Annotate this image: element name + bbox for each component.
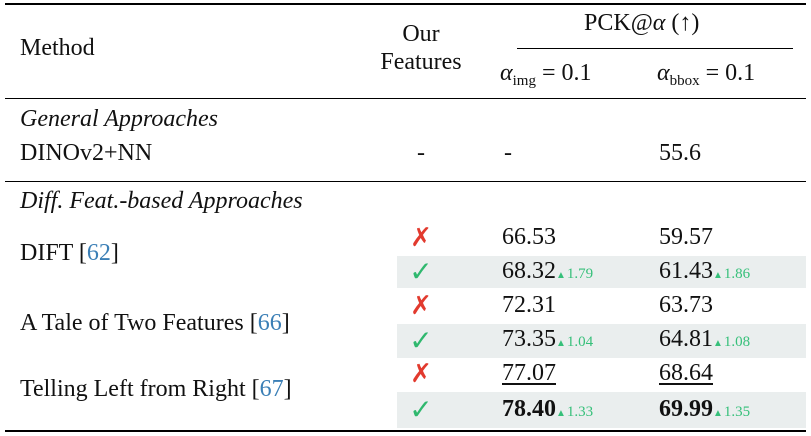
telling-method-text: Telling Left from Right [: [20, 376, 260, 402]
up-arrow-icon: ▲: [556, 270, 566, 281]
tale-with-row-bg: [397, 324, 806, 358]
alpha-bbox-sub: bbox: [669, 73, 700, 89]
tale-without-cross-icon: ✗: [410, 291, 432, 320]
our-features-line2: Features: [380, 49, 462, 75]
dinov2-img: -: [504, 140, 512, 166]
dift-with-check-icon: ✓: [409, 257, 433, 288]
section-general: General Approaches: [20, 106, 218, 132]
tale-with-bbox-delta: ▲1.08: [713, 334, 750, 350]
alpha-img-rest: = 0.1: [535, 60, 592, 86]
up-arrow-icon: ▲: [556, 408, 566, 419]
dift-without-bbox: 59.57: [659, 224, 713, 250]
alpha-img-symbol: α: [500, 60, 513, 86]
dift-close: ]: [110, 240, 119, 266]
header-rule: [5, 98, 806, 99]
dift-with-bbox-value: 61.43: [659, 258, 713, 284]
dift-img-delta-value: 1.79: [566, 266, 594, 282]
tale-with-img-delta: ▲1.04: [556, 334, 593, 350]
pck-header: PCK@α (↑): [584, 10, 699, 37]
top-rule: [5, 3, 806, 5]
up-arrow-icon: ▲: [556, 338, 566, 349]
dift-with-img: 68.32▲1.79: [502, 258, 593, 285]
dinov2-bbox: 55.6: [659, 140, 701, 166]
tale-with-img-value: 73.35: [502, 326, 556, 352]
dinov2-method: DINOv2+NN: [20, 140, 153, 166]
tale-with-check-icon: ✓: [409, 326, 433, 357]
method-header: Method: [20, 35, 95, 61]
tale-method: A Tale of Two Features [66]: [20, 310, 290, 337]
telling-with-bbox-delta: ▲1.35: [713, 404, 750, 420]
telling-with-bbox: 69.99▲1.35: [659, 396, 750, 423]
telling-close: ]: [283, 376, 292, 402]
alpha-img-sub: img: [512, 73, 536, 89]
telling-method: Telling Left from Right [67]: [20, 376, 292, 403]
tale-close: ]: [281, 310, 290, 336]
tale-with-img: 73.35▲1.04: [502, 326, 593, 353]
dift-cite[interactable]: 62: [86, 240, 111, 266]
dift-with-img-value: 68.32: [502, 258, 556, 284]
telling-with-img-value: 78.40: [502, 396, 556, 422]
tale-cite[interactable]: 66: [257, 310, 282, 336]
tale-without-img: 72.31: [502, 292, 556, 318]
dift-without-cross-icon: ✗: [410, 223, 432, 252]
pck-alpha: α: [652, 10, 666, 36]
telling-with-img: 78.40▲1.33: [502, 396, 593, 423]
our-features-line1: Our: [402, 21, 440, 47]
tale-without-bbox: 63.73: [659, 292, 713, 318]
telling-with-row-bg: [397, 392, 806, 428]
dift-method: DIFT [62]: [20, 240, 119, 267]
telling-without-cross-icon: ✗: [410, 359, 432, 388]
dift-with-bbox-delta: ▲1.86: [713, 266, 750, 282]
section-rule: [5, 181, 806, 182]
dift-with-img-delta: ▲1.79: [556, 266, 593, 282]
tale-bbox-delta-value: 1.08: [723, 334, 751, 350]
tale-with-bbox: 64.81▲1.08: [659, 326, 750, 353]
dift-bbox-delta-value: 1.86: [723, 266, 751, 282]
telling-without-bbox: 68.64: [659, 360, 713, 386]
alpha-bbox-rest: = 0.1: [699, 60, 756, 86]
telling-with-img-delta: ▲1.33: [556, 404, 593, 420]
our-features-header: Our Features: [380, 20, 461, 76]
dift-with-row-bg: [397, 256, 806, 288]
telling-img-delta-value: 1.33: [566, 404, 594, 420]
alpha-bbox-symbol: α: [657, 60, 670, 86]
tale-method-text: A Tale of Two Features [: [20, 310, 258, 336]
pck-label: PCK@: [584, 10, 653, 36]
tale-img-delta-value: 1.04: [566, 334, 594, 350]
dift-method-text: DIFT [: [20, 240, 87, 266]
dinov2-features: -: [417, 140, 425, 166]
section-diff: Diff. Feat.-based Approaches: [20, 188, 303, 214]
telling-with-bbox-value: 69.99: [659, 396, 713, 422]
dift-with-bbox: 61.43▲1.86: [659, 258, 750, 285]
telling-with-check-icon: ✓: [409, 395, 433, 426]
telling-bbox-delta-value: 1.35: [723, 404, 751, 420]
up-arrow-icon: ▲: [713, 408, 723, 419]
dift-without-img: 66.53: [502, 224, 556, 250]
tale-with-bbox-value: 64.81: [659, 326, 713, 352]
alpha-bbox-header: αbbox = 0.1: [657, 60, 755, 90]
pck-arrow: (↑): [671, 10, 700, 36]
telling-without-img: 77.07: [502, 360, 556, 386]
telling-cite[interactable]: 67: [259, 376, 284, 402]
alpha-img-header: αimg = 0.1: [500, 60, 592, 90]
up-arrow-icon: ▲: [713, 270, 723, 281]
pck-cmidrule: [517, 48, 793, 49]
bottom-rule: [5, 430, 806, 432]
up-arrow-icon: ▲: [713, 338, 723, 349]
